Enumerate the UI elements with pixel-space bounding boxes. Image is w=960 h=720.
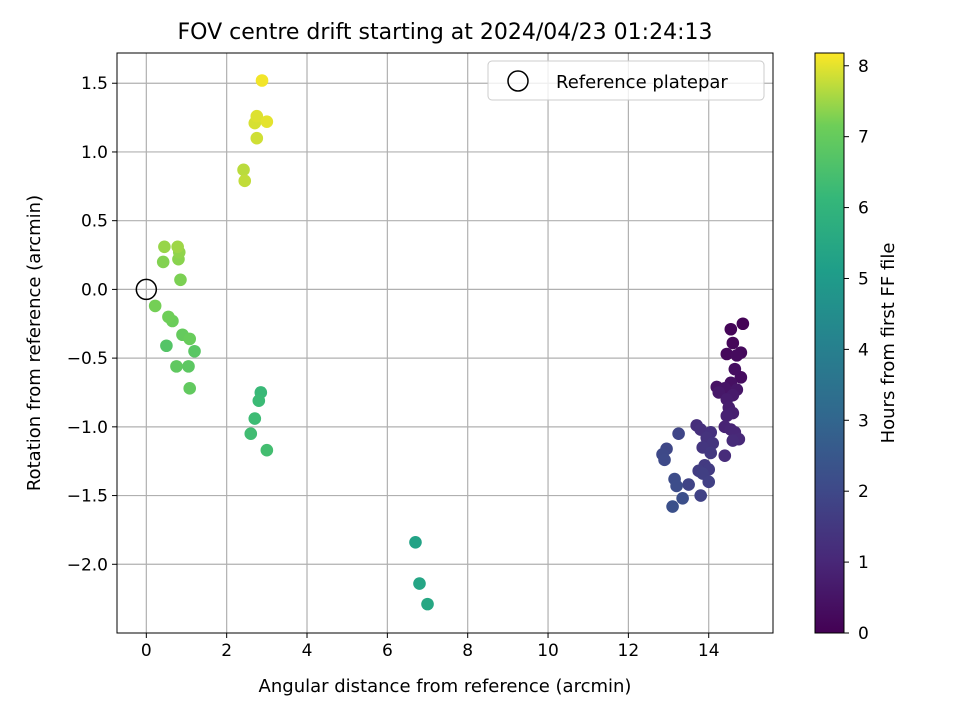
legend: Reference platepar (487, 60, 765, 101)
colorbar-tick-label: 3 (858, 411, 869, 431)
data-point (704, 446, 718, 460)
data-point (188, 344, 201, 358)
data-point (676, 492, 689, 505)
colorbar-tick-label: 0 (858, 624, 869, 644)
data-point (183, 332, 197, 346)
data-point (670, 479, 683, 493)
data-point (728, 362, 742, 376)
grid-lines (117, 53, 773, 633)
legend-marker (507, 70, 529, 92)
y-tick-label: −0.5 (67, 349, 108, 369)
x-tick-label: 8 (462, 641, 473, 661)
data-point (413, 577, 426, 590)
x-tick-label: 14 (698, 641, 720, 661)
y-axis-ticks: −2.0 −1.5 −1.0 −0.5 0.0 0.5 1.0 1.5 (67, 74, 117, 575)
data-point (730, 349, 744, 362)
x-tick-label: 0 (141, 641, 152, 661)
data-point (682, 478, 695, 491)
data-point (156, 255, 170, 269)
data-point (183, 382, 197, 395)
data-point (702, 475, 716, 489)
x-axis-label: Angular distance from reference (arcmin) (259, 676, 632, 697)
data-point (260, 443, 274, 457)
x-axis-ticks: 0 2 4 6 8 10 12 14 (141, 633, 720, 661)
data-points (148, 74, 750, 611)
data-point (694, 489, 707, 502)
data-point (666, 500, 679, 513)
x-tick-label: 2 (221, 641, 232, 661)
data-point (182, 360, 195, 373)
reference-marker (135, 278, 158, 301)
data-point (706, 437, 720, 450)
x-tick-label: 10 (537, 641, 559, 661)
data-point (260, 115, 274, 129)
legend-box (487, 60, 765, 101)
colorbar-tick-label: 1 (858, 553, 869, 573)
data-point (720, 409, 734, 423)
data-point (237, 163, 250, 177)
colorbar: 0 1 2 3 4 5 6 7 8 Hours from first FF file (814, 52, 899, 644)
data-point (170, 360, 183, 373)
y-tick-label: 0.0 (81, 280, 108, 300)
data-point (250, 109, 264, 123)
data-point (248, 412, 262, 425)
legend-label: Reference platepar (556, 72, 728, 93)
data-point (238, 174, 252, 188)
data-point (148, 299, 162, 313)
y-tick-label: 0.5 (81, 212, 108, 232)
data-point (162, 310, 175, 324)
y-tick-label: −2.0 (67, 555, 108, 575)
data-point (160, 339, 173, 353)
colorbar-gradient (814, 52, 845, 634)
data-point (171, 240, 184, 254)
data-point (252, 394, 266, 408)
colorbar-tick-label: 4 (858, 340, 869, 360)
data-point (174, 273, 187, 287)
data-point (421, 597, 434, 611)
y-axis-label: Rotation from reference (arcmin) (24, 195, 45, 491)
data-point (255, 74, 269, 87)
data-point (720, 347, 734, 361)
y-tick-label: 1.5 (81, 74, 108, 94)
colorbar-tick-label: 6 (858, 199, 869, 219)
data-point (726, 434, 740, 447)
data-point (658, 453, 671, 467)
y-tick-label: −1.0 (67, 418, 108, 438)
data-point (724, 322, 738, 336)
colorbar-tick-label: 5 (858, 269, 869, 289)
data-point (718, 449, 732, 463)
y-tick-label: −1.5 (67, 487, 108, 507)
data-point (672, 427, 685, 441)
data-point (726, 336, 740, 350)
y-tick-label: 1.0 (81, 143, 108, 163)
data-point (409, 535, 422, 549)
plot-frame (116, 52, 774, 634)
data-point (158, 240, 171, 254)
reference-platepar-point (135, 278, 158, 301)
colorbar-tick-label: 2 (858, 482, 869, 502)
x-tick-label: 12 (618, 641, 640, 661)
data-point (736, 317, 750, 331)
x-tick-label: 6 (382, 641, 393, 661)
x-tick-label: 4 (302, 641, 313, 661)
data-point (244, 427, 258, 441)
colorbar-ticks: 0 1 2 3 4 5 6 7 8 (844, 57, 869, 644)
chart-title: FOV centre drift starting at 2024/04/23 … (178, 20, 713, 45)
colorbar-tick-label: 7 (858, 128, 869, 148)
colorbar-label: Hours from first FF file (878, 243, 899, 444)
colorbar-tick-label: 8 (858, 57, 869, 77)
data-point (250, 131, 264, 145)
